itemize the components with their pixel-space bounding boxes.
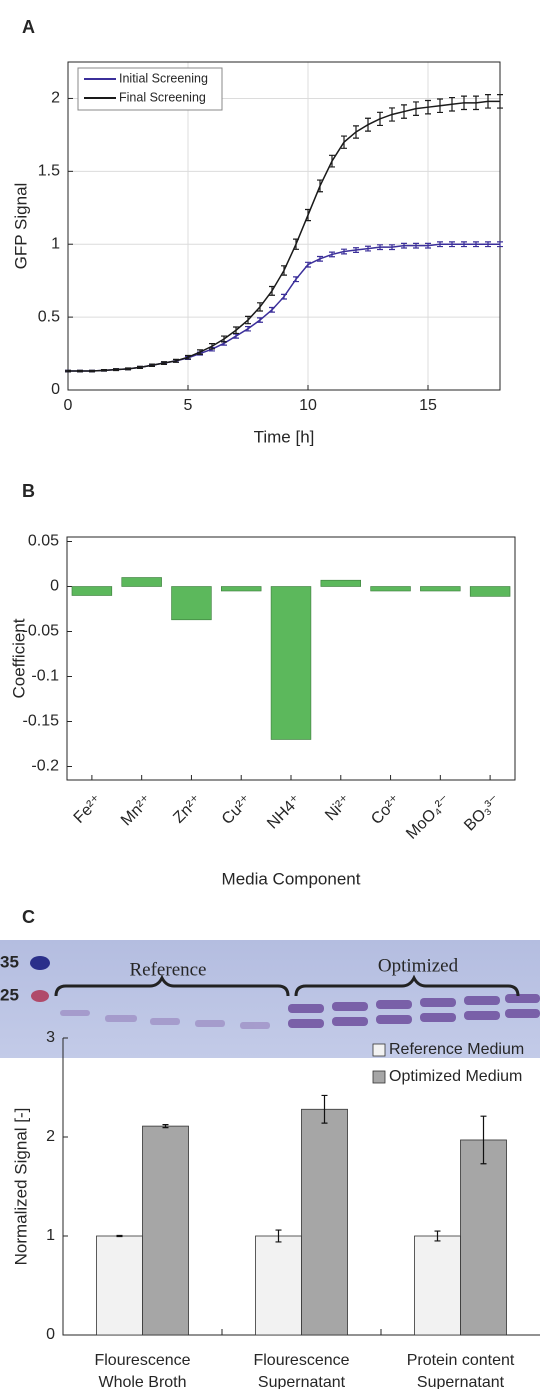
- panel-label: A: [22, 17, 35, 37]
- legend-label: Optimized Medium: [389, 1068, 522, 1085]
- bar: [97, 1236, 143, 1335]
- y-tick-label: -0.2: [31, 758, 59, 775]
- x-tick-label: Fe²⁺: [71, 792, 106, 827]
- bar: [256, 1236, 302, 1335]
- y-tick-label: 0: [46, 1326, 55, 1343]
- data-line: [68, 101, 500, 371]
- gel-group-label: Reference: [130, 959, 207, 980]
- y-tick-label: 0: [51, 381, 60, 398]
- bar: [302, 1109, 348, 1335]
- x-tick-label: Cu²⁺: [219, 792, 255, 828]
- legend-swatch: [373, 1071, 385, 1083]
- error-bar: [117, 1236, 123, 1237]
- data-line: [68, 244, 500, 371]
- y-tick-label: 1: [51, 235, 60, 252]
- x-tick-label: MoO₄²⁻: [403, 792, 454, 843]
- y-tick-label: 1: [46, 1227, 55, 1244]
- bar: [271, 587, 311, 740]
- x-tick-label: 15: [419, 397, 437, 414]
- x-tick-label: BO₃³⁻: [461, 792, 504, 835]
- y-tick-label: -0.1: [31, 668, 59, 685]
- x-tick-label: Mn²⁺: [118, 792, 155, 829]
- panel-label: C: [22, 907, 35, 927]
- page: {"chart_data": [ {"type": "line", "label…: [0, 0, 540, 1389]
- y-tick-label: 0.5: [38, 308, 60, 325]
- y-tick-label: 1.5: [38, 163, 60, 180]
- panel-label: B: [22, 481, 35, 501]
- bar: [415, 1236, 461, 1335]
- x-tick-label: 0: [64, 397, 73, 414]
- legend-label: Final Screening: [119, 90, 206, 104]
- gel-group-label: Optimized: [378, 955, 459, 976]
- error-bar: [353, 126, 359, 138]
- legend-label: Reference Medium: [389, 1041, 524, 1058]
- x-tick-label: Zn²⁺: [170, 792, 205, 827]
- x-axis-label: Time [h]: [254, 427, 315, 446]
- y-axis-label: GFP Signal: [11, 183, 30, 270]
- bar: [371, 587, 411, 592]
- bar: [470, 587, 510, 597]
- y-tick-label: 0.05: [28, 533, 59, 550]
- x-tick-label: Co²⁺: [368, 792, 404, 828]
- x-tick-label: FlourescenceWhole Broth: [94, 1352, 190, 1389]
- gel-marker-label: 25: [0, 985, 19, 1004]
- x-tick-label: Ni²⁺: [322, 792, 354, 824]
- figure: A B C Reference Optimized 35 25 05101500…: [0, 0, 540, 1389]
- x-tick-label: Protein contentSupernatant: [407, 1352, 515, 1389]
- axes-box: [68, 62, 500, 390]
- x-tick-label: NH4⁺: [264, 792, 305, 833]
- y-axis-label: Normalized Signal [-]: [11, 1108, 30, 1266]
- y-tick-label: 2: [51, 90, 60, 107]
- y-axis-label: Coefficient: [9, 618, 28, 698]
- y-tick-label: 0: [50, 578, 59, 595]
- bar: [172, 587, 212, 620]
- legend-swatch: [373, 1044, 385, 1056]
- bar: [321, 580, 361, 586]
- bar: [122, 578, 162, 587]
- x-tick-label: 10: [299, 397, 317, 414]
- error-bar: [365, 118, 371, 131]
- y-tick-label: -0.15: [23, 713, 60, 730]
- x-axis-label: Media Component: [222, 869, 361, 888]
- bar: [420, 587, 460, 592]
- bar: [221, 587, 261, 592]
- legend-label: Initial Screening: [119, 71, 208, 85]
- x-tick-label: 5: [184, 397, 193, 414]
- gel-marker-label: 35: [0, 952, 19, 971]
- y-tick-label: 3: [46, 1029, 55, 1046]
- y-tick-label: 2: [46, 1128, 55, 1145]
- bar: [461, 1140, 507, 1335]
- bar: [72, 587, 112, 596]
- bar: [143, 1126, 189, 1335]
